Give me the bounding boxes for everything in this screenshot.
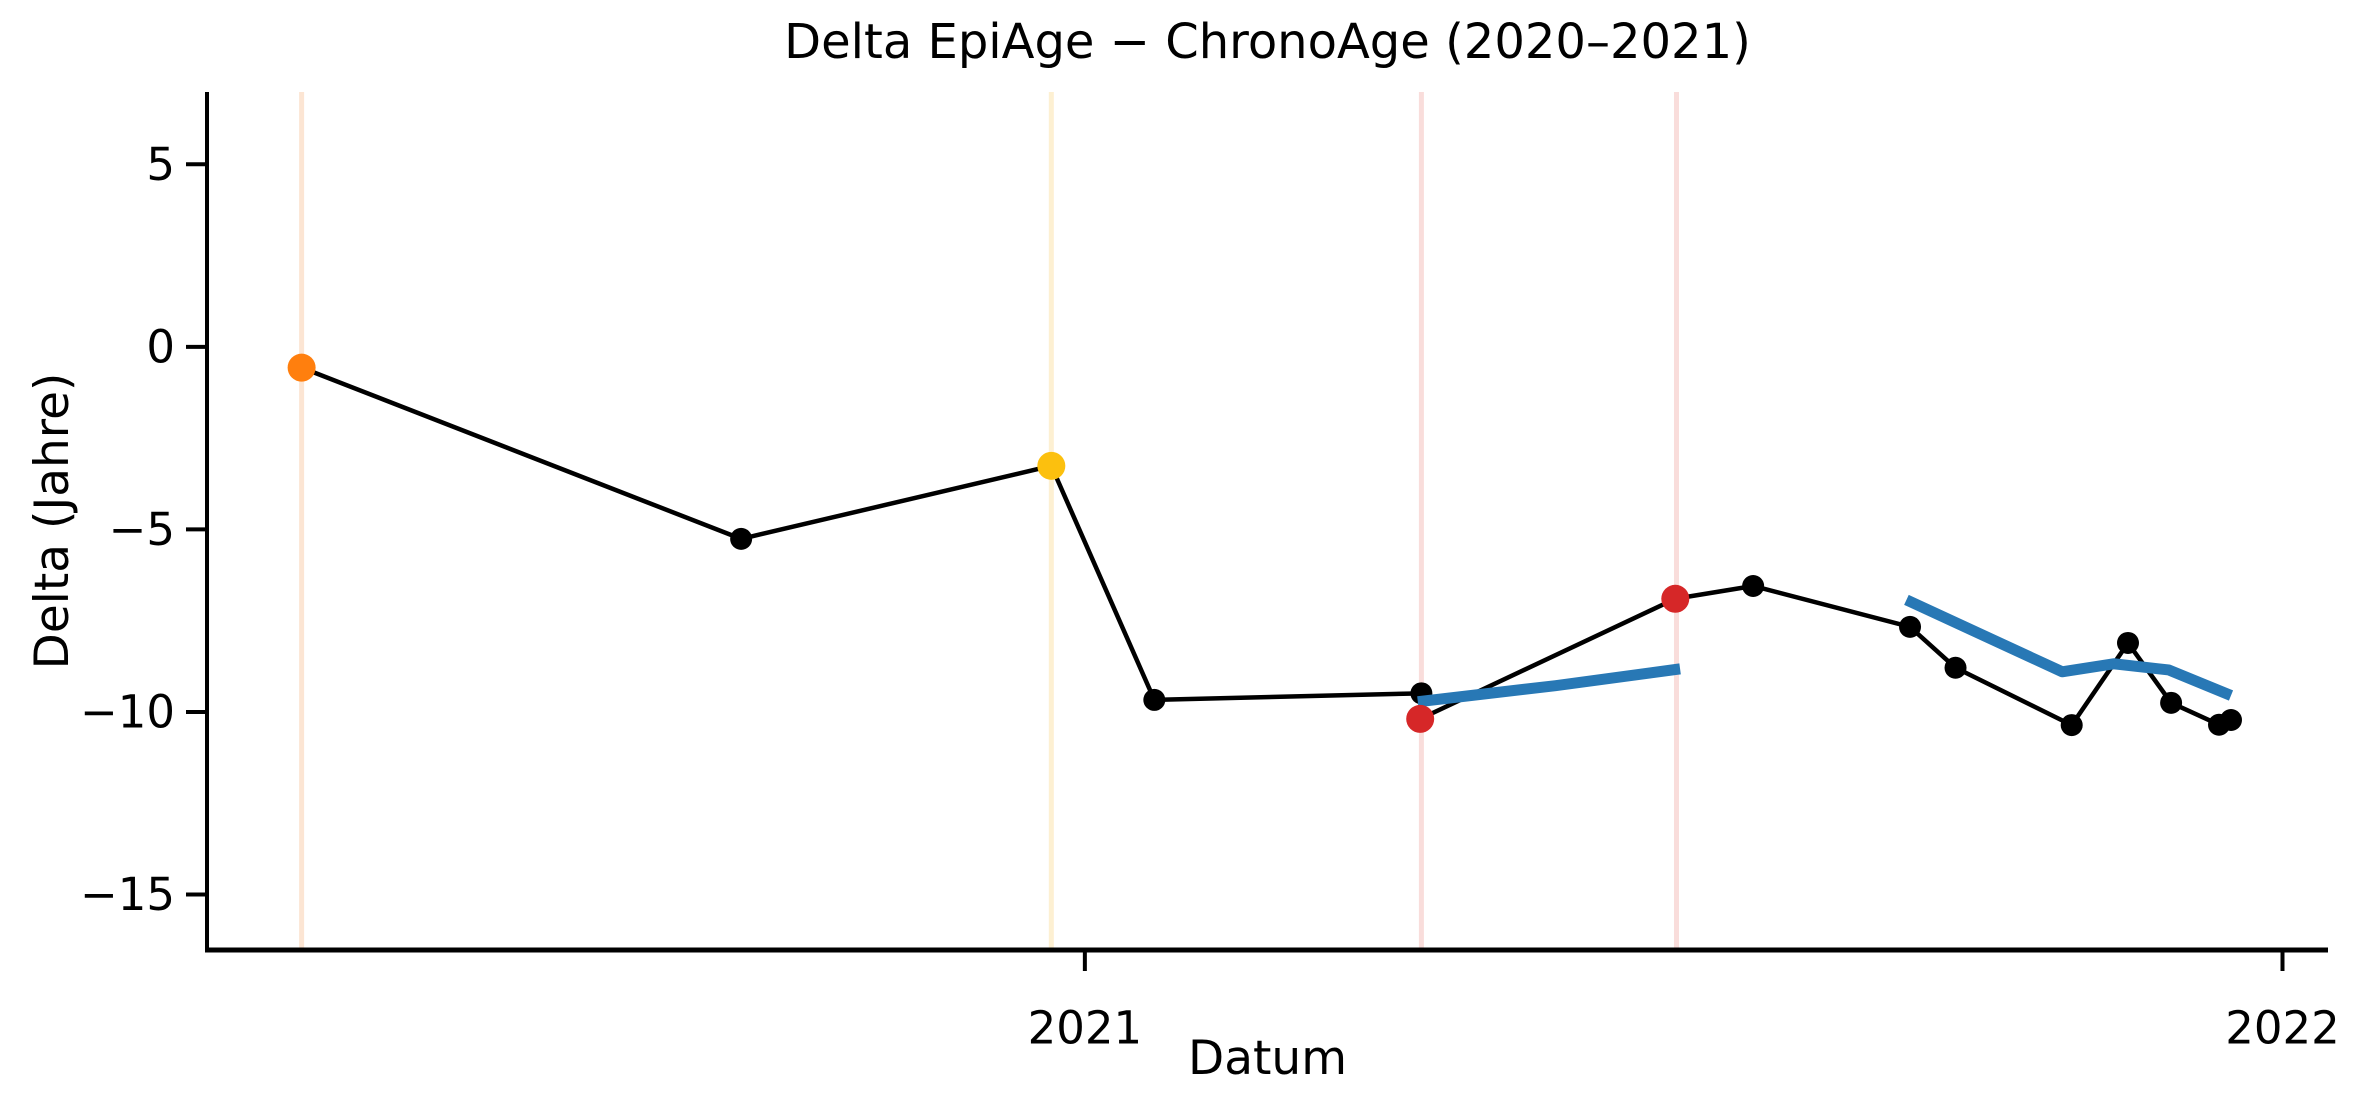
x-tick-label: 2022 — [2225, 1002, 2340, 1055]
data-point — [2219, 708, 2242, 731]
trend-segment-1 — [1417, 663, 1681, 708]
y-tick-label: 5 — [146, 138, 175, 191]
data-point — [2116, 631, 2139, 654]
data-point — [1899, 615, 1922, 638]
data-point — [2060, 714, 2083, 737]
y-tick-label: −15 — [80, 868, 175, 921]
red-event-point — [1406, 704, 1435, 733]
y-tick-label: −10 — [80, 685, 175, 738]
gold-event-point — [1037, 451, 1066, 480]
y-tick-label: 0 — [146, 320, 175, 373]
orange-event-point — [287, 353, 316, 382]
data-point — [1944, 656, 1967, 679]
x-axis-label: Datum — [1188, 1031, 1347, 1086]
data-line — [299, 365, 2234, 728]
data-point — [1742, 574, 1765, 597]
chart-title: Delta EpiAge − ChronoAge (2020–2021) — [784, 14, 1751, 70]
red-event-point — [1661, 584, 1690, 613]
x-tick-label: 2021 — [1028, 1002, 1143, 1055]
y-tick-label: −5 — [109, 503, 175, 556]
data-point — [730, 527, 753, 550]
y-axis-label: Delta (Jahre) — [25, 372, 80, 670]
trend-segment-2 — [1904, 594, 2234, 701]
data-point — [1143, 688, 1166, 711]
data-point — [2160, 691, 2183, 714]
